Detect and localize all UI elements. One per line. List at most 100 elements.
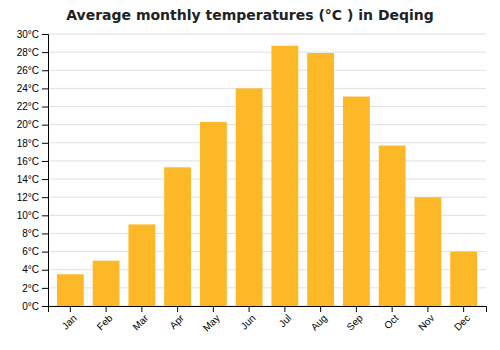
x-tick-label: May xyxy=(201,312,222,333)
y-tick-label: 26°C xyxy=(17,65,39,76)
x-tick: Feb xyxy=(95,306,115,332)
x-tick: Jun xyxy=(238,306,257,332)
x-tick: Nov xyxy=(416,306,436,333)
y-tick-label: 28°C xyxy=(17,47,39,58)
y-tick-label: 6°C xyxy=(22,246,39,257)
x-tick-mark xyxy=(177,306,178,312)
x-tick-label: Jul xyxy=(277,312,294,329)
y-tick-mark xyxy=(42,179,48,180)
x-tick-label: Oct xyxy=(382,312,401,331)
grid-line xyxy=(48,52,486,53)
y-tick-mark xyxy=(42,270,48,271)
x-tick: Jul xyxy=(277,306,294,329)
bar xyxy=(450,252,477,306)
y-tick-mark xyxy=(42,125,48,126)
y-tick-mark xyxy=(42,34,48,35)
y-tick-mark xyxy=(42,88,48,89)
y-tick: 12°C xyxy=(17,192,48,203)
y-tick: 18°C xyxy=(17,138,48,149)
grid-line xyxy=(48,88,486,89)
y-axis-line xyxy=(42,35,49,307)
x-tick-mark xyxy=(249,306,250,312)
y-tick: 20°C xyxy=(17,119,48,130)
grid-line xyxy=(48,124,486,125)
bar xyxy=(128,224,155,306)
x-tick: Jan xyxy=(60,306,79,332)
y-tick-label: 14°C xyxy=(17,174,39,185)
bar xyxy=(379,146,406,306)
x-tick-label: Jan xyxy=(60,312,79,331)
bar xyxy=(57,274,84,306)
y-tick-mark xyxy=(42,233,48,234)
grid-line xyxy=(48,34,486,35)
y-tick-label: 8°C xyxy=(22,228,39,239)
y-tick: 26°C xyxy=(17,65,48,76)
y-tick-mark xyxy=(42,107,48,108)
x-tick-label: Jun xyxy=(238,312,257,331)
y-tick-mark xyxy=(42,252,48,253)
x-tick-label: Sep xyxy=(345,312,366,333)
x-tick: Apr xyxy=(167,306,186,331)
x-tick-mark xyxy=(213,306,214,312)
x-tick: Aug xyxy=(309,306,329,333)
y-tick-label: 10°C xyxy=(17,210,39,221)
bar xyxy=(343,97,370,306)
grid-line xyxy=(48,70,486,71)
y-tick-label: 24°C xyxy=(17,83,39,94)
y-tick: 16°C xyxy=(17,156,48,167)
x-tick-label: Dec xyxy=(452,312,472,332)
x-tick-mark xyxy=(427,306,428,312)
bar xyxy=(414,197,441,306)
x-tick-label: Feb xyxy=(95,312,115,332)
x-tick-label: Aug xyxy=(309,312,329,332)
x-tick-mark xyxy=(356,306,357,312)
bars xyxy=(57,46,477,306)
y-tick: 24°C xyxy=(17,83,48,94)
y-tick-mark xyxy=(42,288,48,289)
y-tick-mark xyxy=(42,306,48,307)
x-tick: Sep xyxy=(345,306,366,333)
y-tick: 30°C xyxy=(17,29,48,40)
y-tick-mark xyxy=(42,52,48,53)
chart-svg: Average monthly temperatures (°C ) in De… xyxy=(0,0,500,350)
x-tick-mark xyxy=(70,306,71,312)
y-tick: 28°C xyxy=(17,47,48,58)
plot-area: 0°C 2°C 4°C 6°C 8°C 10°C 12°C 14°C 16°C 18°C 20°C 2… xyxy=(17,29,487,334)
grid-line xyxy=(48,179,486,180)
x-tick-mark xyxy=(463,306,464,312)
y-tick: 6°C xyxy=(22,246,48,257)
y-tick: 14°C xyxy=(17,174,48,185)
x-tick: Mar xyxy=(130,306,150,332)
x-tick: May xyxy=(201,306,222,334)
x-tick-mark xyxy=(392,306,393,312)
y-tick-label: 12°C xyxy=(17,192,39,203)
x-tick: Dec xyxy=(452,306,472,333)
y-tick-label: 4°C xyxy=(22,264,39,275)
y-tick: 8°C xyxy=(22,228,48,239)
y-tick-label: 30°C xyxy=(17,29,39,40)
y-tick: 2°C xyxy=(22,283,48,294)
y-tick: 22°C xyxy=(17,101,48,112)
y-tick-mark xyxy=(42,143,48,144)
y-tick-mark xyxy=(42,197,48,198)
y-tick-mark xyxy=(42,161,48,162)
y-tick-mark xyxy=(42,70,48,71)
y-tick-label: 22°C xyxy=(17,101,39,112)
grid-line xyxy=(48,106,486,107)
bar xyxy=(93,261,120,306)
grid xyxy=(48,34,486,306)
y-axis: 0°C 2°C 4°C 6°C 8°C 10°C 12°C 14°C 16°C 18°C 20°C 2… xyxy=(17,29,49,312)
bar xyxy=(236,88,263,306)
x-tick-mark xyxy=(141,306,142,312)
y-tick-label: 18°C xyxy=(17,138,39,149)
bar xyxy=(271,46,298,306)
chart-container: Average monthly temperatures (°C ) in De… xyxy=(0,0,500,350)
x-tick-mark xyxy=(284,306,285,312)
chart-title: Average monthly temperatures (°C ) in De… xyxy=(66,7,434,23)
y-tick-label: 0°C xyxy=(22,301,39,312)
grid-line xyxy=(48,160,486,161)
x-tick-label: Mar xyxy=(130,312,150,332)
bar xyxy=(307,53,334,306)
x-tick: Oct xyxy=(382,306,401,331)
y-tick-label: 20°C xyxy=(17,119,39,130)
